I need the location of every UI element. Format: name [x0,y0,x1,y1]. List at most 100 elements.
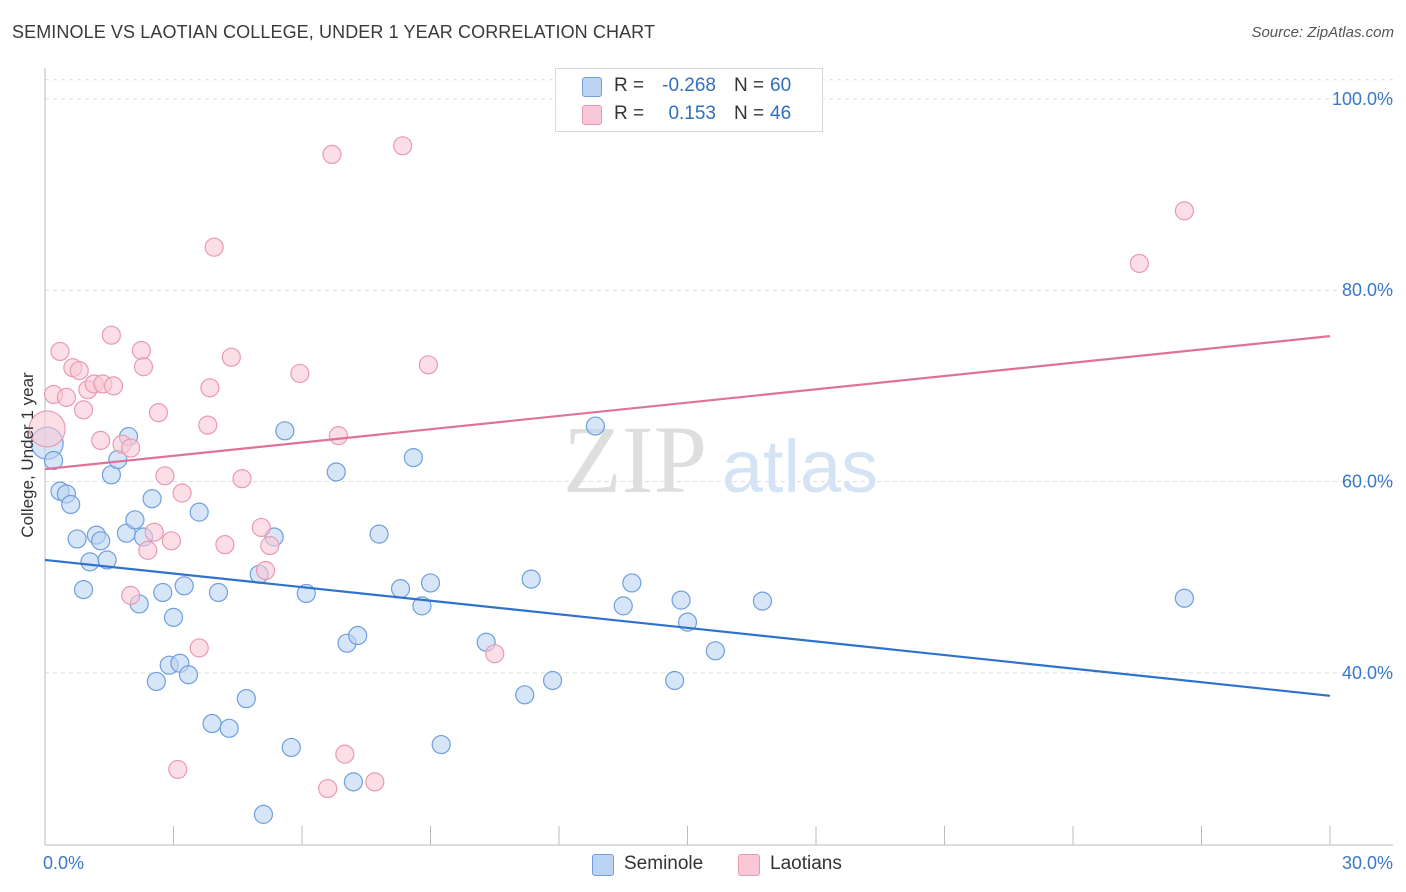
seminole-point [142,489,162,509]
laotians-point [56,387,77,407]
watermark-zip: ZIP [563,406,707,513]
seminole-point [326,462,346,482]
y-axis-label: College, Under 1 year [18,372,37,538]
laotians-point [251,517,271,538]
seminole-point [208,582,229,603]
laotians-swatch [582,105,602,125]
seminole-point [390,579,411,599]
seminole-point [1174,588,1194,608]
laotians-point [121,585,141,605]
laotians-point [131,340,151,361]
seminole-point [236,689,256,709]
seminole-point [178,665,199,685]
laotians-point [133,357,154,377]
seminole-point [219,718,239,738]
laotians-point [91,430,111,451]
laotians-point [318,778,338,799]
seminole-point [146,671,166,692]
seminole-point [343,772,363,792]
legend-n-label: N = [734,103,765,124]
seminole-point [420,573,441,593]
laotians-point [172,483,192,503]
grid-lines [45,79,1395,674]
seminole-point [91,531,111,551]
legend-n-label: N = [734,75,765,96]
laotians-point [148,403,169,423]
laotians-point [232,469,252,489]
watermark-atlas: atlas [722,425,878,508]
laotians-point [1174,201,1194,221]
bottom-legend-label: Seminole [624,853,704,874]
y-tick-label: 40.0% [1342,663,1393,683]
chart-title: SEMINOLE VS LAOTIAN COLLEGE, UNDER 1 YEA… [12,22,656,42]
laotians-point [1129,253,1149,274]
laotians-point [485,644,505,664]
laotians-point [103,376,124,396]
laotians-point [260,536,280,556]
laotians-point [255,560,276,581]
laotians-point [418,355,438,375]
seminole-swatch [582,77,602,97]
seminole-point [125,510,145,530]
laotians-point [221,347,241,367]
seminole-swatch [592,854,614,876]
y-tick-label: 100.0% [1332,89,1393,109]
legend-r-label: R = [614,103,645,124]
seminole-trend-line [44,558,1331,697]
seminole-point [80,552,100,572]
legend-n-value: 46 [770,103,792,124]
seminole-point [542,670,563,691]
seminole-point [665,670,685,691]
seminole-point [153,582,173,603]
seminole-point [43,450,64,471]
laotians-point [69,360,89,381]
seminole-point [275,421,295,441]
x-tick-label: 30.0% [1342,853,1393,873]
correlation-legend: R = -0.268 N = 60 R = 0.153 N = 46 [555,68,823,132]
legend-r-label: R = [614,75,645,96]
laotians-trend-line [44,335,1331,471]
seminole-point [348,625,368,646]
tick-labels: 40.0% 60.0% 80.0% 100.0% 0.0% 30.0% [43,89,1393,873]
laotians-point [161,531,181,551]
trend-lines [44,335,1331,697]
legend-r-value: 0.153 [668,103,716,124]
laotians-point [121,438,141,458]
seminole-point [61,494,81,515]
seminole-point [97,550,117,570]
laotians-swatch [738,854,760,876]
seminole-point [369,524,389,544]
seminole-point [73,580,94,600]
laotians-point [200,378,220,398]
laotians-point [50,341,70,362]
seminole-point [67,529,87,549]
seminole-point [613,596,633,616]
seminole-point [585,416,606,436]
seminole-point [752,591,773,611]
laotians-point [204,237,224,257]
laotians-point [393,136,413,156]
seminole-point [403,448,423,468]
laotians-point [215,535,235,555]
source-label[interactable]: Source: ZipAtlas.com [1251,24,1394,41]
laotians-point [365,772,385,792]
data-points [28,136,1194,824]
laotians-point [328,426,349,446]
seminole-point [705,641,725,661]
bottom-legend-label: Laotians [770,853,842,874]
legend-n-value: 60 [770,75,792,96]
laotians-point [144,522,164,542]
laotians-point [168,759,188,780]
y-tick-label: 80.0% [1342,280,1393,300]
seminole-point [281,737,301,758]
seminole-point [521,569,541,589]
laotians-point [322,144,342,165]
laotians-point [138,540,158,560]
x-tick-label: 0.0% [43,853,84,873]
laotians-point [155,466,175,486]
seminole-point [202,713,222,734]
laotians-point [28,410,66,448]
laotians-point [101,325,121,345]
seminole-point [163,607,184,627]
